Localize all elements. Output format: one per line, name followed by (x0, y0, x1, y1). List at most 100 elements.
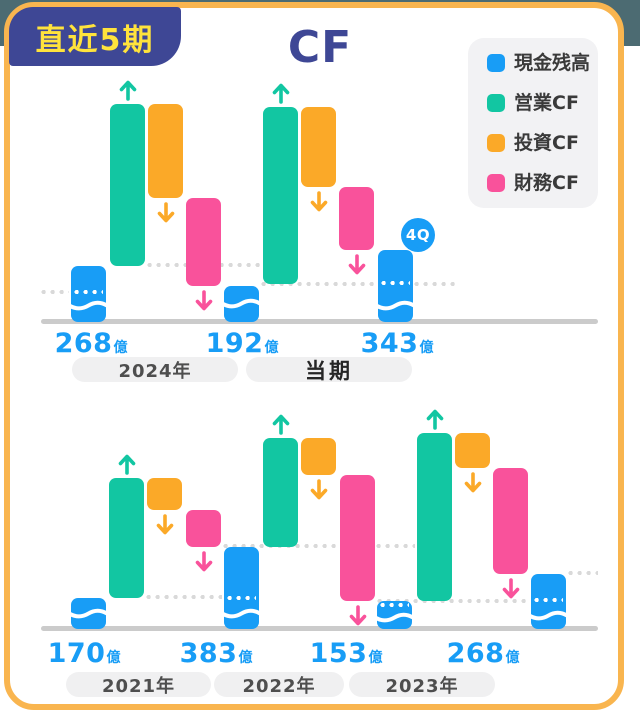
down-arrow-icon (156, 202, 176, 224)
investing-cf-bar (148, 104, 183, 198)
up-arrow-icon (271, 82, 291, 104)
cash-value-label: 383億 (151, 638, 281, 669)
cash-value-label: 153億 (281, 638, 411, 669)
down-arrow-icon (347, 254, 367, 276)
up-arrow-icon (118, 79, 138, 101)
investing-cf-bar (301, 107, 336, 187)
truncation-dots (227, 595, 256, 601)
cash-balance-bar (374, 250, 417, 322)
down-arrow-icon (309, 191, 329, 213)
cash-value-label: 268億 (418, 638, 548, 669)
axis-break-wave (527, 607, 570, 621)
cash-balance-bar (220, 286, 263, 322)
truncation-dots (380, 602, 409, 608)
axis-break-wave (220, 295, 263, 309)
cash-balance-bar (67, 266, 110, 322)
up-arrow-icon (425, 408, 445, 430)
investing-cf-bar (147, 478, 182, 510)
cash-balance-bar (527, 574, 570, 629)
down-arrow-icon (501, 578, 521, 600)
legend-item-operating-cf: 営業CF (487, 91, 598, 114)
axis-break-wave (220, 605, 263, 619)
cash-value-number: 268 (446, 638, 505, 669)
axis-break-wave (374, 297, 417, 311)
chart-title: CF (287, 22, 353, 73)
cash-value-label: 192億 (177, 328, 307, 359)
legend-item-investing-cf: 投資CF (487, 131, 598, 154)
operating-cf-swatch-icon (487, 94, 505, 112)
financing-cf-bar (493, 468, 528, 574)
financing-cf-bar (186, 198, 221, 286)
level-dots (261, 281, 458, 287)
truncation-dots (381, 280, 410, 286)
cash-value-unit: 億 (368, 650, 383, 666)
up-arrow-icon (117, 453, 137, 475)
cash-balance-bar (220, 547, 263, 629)
operating-cf-bar (263, 107, 298, 284)
down-arrow-icon (309, 479, 329, 501)
period-pill: 2021年 (66, 672, 211, 697)
axis-break-wave (373, 609, 416, 623)
cash-value-number: 268 (54, 328, 113, 359)
cash-value-unit: 億 (106, 650, 121, 666)
legend-label-operating-cf: 営業CF (514, 91, 579, 114)
period-badge: 直近5期 (9, 7, 181, 66)
level-dots (223, 543, 415, 549)
down-arrow-icon (194, 290, 214, 312)
cash-value-label: 343億 (332, 328, 462, 359)
quarter-callout-badge: 4Q (401, 218, 435, 252)
down-arrow-icon (194, 551, 214, 573)
baseline-axis (41, 626, 598, 631)
period-badge-label: 直近5期 (35, 22, 155, 58)
cash-swatch-icon (487, 54, 505, 72)
cash-value-unit: 億 (264, 340, 279, 356)
cash-value-number: 343 (360, 328, 419, 359)
financing-cf-bar (186, 510, 221, 547)
truncation-dots (534, 597, 563, 603)
investing-cf-swatch-icon (487, 134, 505, 152)
operating-cf-bar (110, 104, 145, 266)
down-arrow-icon (348, 605, 368, 627)
legend-label-financing-cf: 財務CF (514, 171, 579, 194)
cash-value-number: 170 (47, 638, 106, 669)
cash-value-label: 268億 (26, 328, 156, 359)
down-arrow-icon (463, 472, 483, 494)
level-dots (146, 594, 222, 600)
financing-cf-bar (339, 187, 374, 250)
level-dots (377, 598, 529, 604)
cash-value-unit: 億 (419, 340, 434, 356)
level-dots (568, 570, 598, 576)
period-pill: 2024年 (72, 357, 238, 382)
level-dots (41, 289, 69, 295)
up-arrow-icon (271, 413, 291, 435)
investing-cf-bar (455, 433, 490, 468)
operating-cf-bar (109, 478, 144, 598)
legend-item-cash: 現金残高 (487, 51, 598, 74)
financing-cf-bar (340, 475, 375, 601)
period-pill: 2023年 (349, 672, 495, 697)
axis-break-wave (67, 605, 110, 619)
legend-label-cash: 現金残高 (514, 51, 591, 74)
operating-cf-bar (417, 433, 452, 601)
cash-value-number: 383 (179, 638, 238, 669)
cash-balance-bar (67, 598, 110, 629)
period-pill: 2022年 (214, 672, 344, 697)
cash-value-unit: 億 (238, 650, 253, 666)
operating-cf-bar (263, 438, 298, 547)
cash-value-unit: 億 (505, 650, 520, 666)
period-pill: 当期 (246, 357, 412, 383)
legend-item-financing-cf: 財務CF (487, 171, 598, 194)
baseline-axis (41, 319, 598, 324)
legend: 現金残高 営業CF 投資CF 財務CF (468, 38, 598, 208)
cash-value-label: 170億 (19, 638, 149, 669)
cash-value-number: 192 (205, 328, 264, 359)
investing-cf-bar (301, 438, 336, 475)
legend-label-investing-cf: 投資CF (514, 131, 579, 154)
truncation-dots (74, 289, 103, 295)
financing-cf-swatch-icon (487, 174, 505, 192)
cash-value-unit: 億 (113, 340, 128, 356)
axis-break-wave (67, 297, 110, 311)
cash-balance-bar (373, 601, 416, 629)
